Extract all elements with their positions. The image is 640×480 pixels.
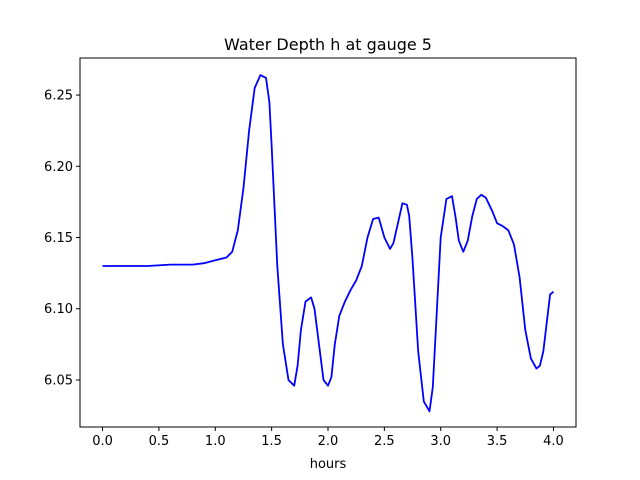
x-tick-label: 1.0 — [205, 434, 226, 449]
x-tick-label: 0.0 — [92, 434, 113, 449]
x-axis: 0.0 0.5 1.0 1.5 2.0 2.5 3.0 3.5 4.0 — [92, 427, 564, 449]
axes-frame — [79, 57, 577, 428]
x-tick-label: 3.5 — [487, 434, 508, 449]
series-line — [102, 74, 555, 413]
x-tick-label: 4.0 — [543, 434, 564, 449]
x-tick-label: 1.5 — [261, 434, 282, 449]
y-tick-label: 6.20 — [44, 160, 73, 175]
x-axis-label: hours — [310, 457, 347, 472]
x-tick-label: 3.0 — [430, 434, 451, 449]
plot-area — [102, 74, 555, 413]
y-tick-label: 6.05 — [44, 373, 73, 388]
y-tick-label: 6.15 — [44, 231, 73, 246]
x-tick-label: 2.5 — [374, 434, 395, 449]
y-tick-label: 6.10 — [44, 302, 73, 317]
x-tick-label: 0.5 — [149, 434, 170, 449]
chart-title: Water Depth h at gauge 5 — [224, 35, 432, 54]
y-tick-label: 6.25 — [44, 89, 73, 104]
y-axis: 6.05 6.10 6.15 6.20 6.25 — [44, 89, 80, 388]
x-tick-label: 2.0 — [318, 434, 339, 449]
